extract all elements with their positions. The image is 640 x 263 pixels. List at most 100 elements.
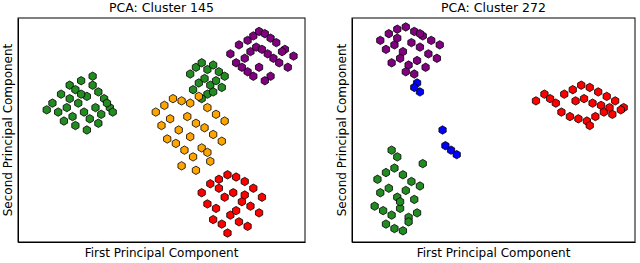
figure: PCA: Cluster 145 First Principal Componen…: [0, 0, 640, 263]
point: [405, 218, 412, 226]
point: [95, 88, 102, 96]
point: [218, 83, 225, 91]
point: [212, 204, 219, 212]
point: [411, 70, 418, 78]
point: [261, 77, 268, 85]
point: [250, 72, 257, 80]
point: [164, 135, 171, 143]
point: [589, 99, 596, 107]
point: [92, 103, 99, 111]
point: [255, 209, 262, 217]
point: [382, 45, 389, 53]
point: [95, 119, 102, 127]
point: [379, 206, 386, 214]
point: [422, 63, 429, 71]
point: [396, 54, 403, 62]
point: [391, 164, 398, 172]
point: [204, 148, 211, 156]
point: [408, 38, 415, 46]
point: [284, 63, 291, 71]
point: [210, 215, 217, 223]
point: [606, 103, 613, 111]
point: [278, 47, 285, 55]
point: [612, 97, 619, 105]
point: [586, 83, 593, 91]
point: [425, 50, 432, 58]
point: [78, 90, 85, 98]
point: [215, 175, 222, 183]
point: [158, 121, 165, 129]
title: PCA: Cluster 145: [109, 0, 214, 15]
point: [221, 193, 228, 201]
point: [273, 38, 280, 46]
point: [89, 72, 96, 80]
point: [391, 224, 398, 232]
point: [69, 112, 76, 120]
point: [402, 68, 409, 76]
panel: PCA: Cluster 145 First Principal Componen…: [1, 0, 306, 260]
point: [413, 209, 420, 217]
point: [290, 52, 297, 60]
point: [603, 92, 610, 100]
series: [532, 81, 627, 130]
point: [592, 112, 599, 120]
series: [43, 72, 116, 134]
point: [595, 88, 602, 96]
point: [399, 227, 406, 235]
point: [218, 220, 225, 228]
point: [75, 99, 82, 107]
point: [385, 184, 392, 192]
point: [187, 133, 194, 141]
series: [152, 92, 228, 174]
plot-frame: [352, 18, 635, 242]
x-axis-title: First Principal Component: [417, 246, 571, 260]
point: [60, 117, 67, 125]
point: [416, 182, 423, 190]
point: [57, 90, 64, 98]
point: [172, 139, 179, 147]
point: [63, 103, 70, 111]
series: [371, 146, 426, 235]
point: [152, 108, 159, 116]
point: [580, 94, 587, 102]
point: [210, 61, 217, 69]
point: [433, 54, 440, 62]
y-axis-title: Second Principal Component: [1, 43, 15, 216]
point: [187, 70, 194, 78]
point: [402, 186, 409, 194]
points: [43, 27, 297, 237]
x-axis-title: First Principal Component: [85, 246, 239, 260]
series: [377, 23, 444, 78]
point: [411, 83, 418, 91]
point: [388, 146, 395, 154]
point: [232, 173, 239, 181]
point: [394, 153, 401, 161]
point: [80, 108, 87, 116]
point: [382, 220, 389, 228]
point: [201, 124, 208, 132]
point: [572, 97, 579, 105]
point: [374, 175, 381, 183]
point: [250, 184, 257, 192]
point: [453, 150, 460, 158]
plot-frame: [18, 18, 305, 242]
point: [175, 126, 182, 134]
point: [166, 115, 173, 123]
series: [198, 171, 266, 238]
point: [388, 211, 395, 219]
point: [49, 99, 56, 107]
point: [161, 101, 168, 109]
point: [227, 50, 234, 58]
point: [442, 141, 449, 149]
point: [597, 101, 604, 109]
point: [189, 153, 196, 161]
point: [43, 106, 50, 114]
point: [218, 137, 225, 145]
point: [558, 108, 565, 116]
point: [198, 59, 205, 67]
point: [195, 92, 202, 100]
point: [439, 126, 446, 134]
point: [258, 193, 265, 201]
point: [235, 218, 242, 226]
point: [169, 94, 176, 102]
